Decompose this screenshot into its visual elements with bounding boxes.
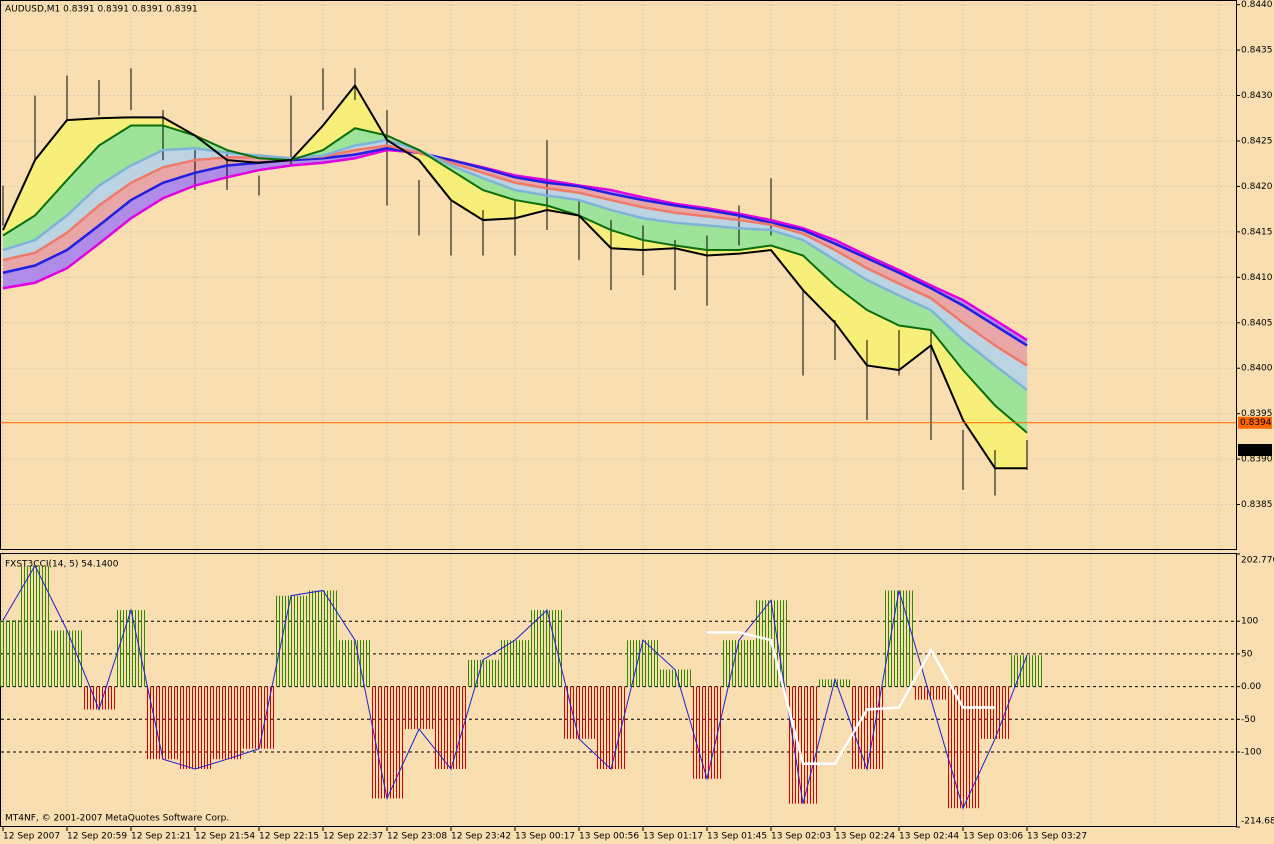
x-tick-label: 13 Sep 00:56 bbox=[579, 832, 639, 842]
histogram-bar bbox=[627, 640, 659, 687]
histogram-bar bbox=[179, 686, 211, 770]
x-tick-label: 13 Sep 02:03 bbox=[771, 832, 831, 842]
ribbon-fill bbox=[3, 125, 1027, 433]
histogram-bar bbox=[275, 595, 307, 687]
price-tag bbox=[1238, 416, 1272, 429]
y-tick-label: 0.8420 bbox=[1241, 182, 1273, 192]
x-tick-label: 12 Sep 20:59 bbox=[67, 832, 127, 842]
histogram-bar bbox=[787, 686, 819, 804]
x-tick-label: 12 Sep 23:42 bbox=[451, 832, 511, 842]
x-tick-label: 12 Sep 2007 bbox=[3, 832, 60, 842]
x-tick-label: 12 Sep 21:21 bbox=[131, 832, 191, 842]
x-tick-label: 12 Sep 23:08 bbox=[387, 832, 447, 842]
moving-average bbox=[2, 148, 1028, 342]
y-tick-label: 0.8415 bbox=[1241, 227, 1273, 237]
copyright: MT4NF, © 2001-2007 MetaQuotes Software C… bbox=[5, 814, 229, 824]
histogram-bar bbox=[147, 686, 179, 760]
x-tick-label: 13 Sep 02:44 bbox=[899, 832, 959, 842]
moving-average bbox=[2, 144, 1028, 367]
main-panel-border bbox=[0, 0, 1237, 550]
y-tick-label: 50 bbox=[1241, 649, 1253, 659]
histogram-bar bbox=[531, 610, 563, 687]
y-tick-label: 0.8435 bbox=[1241, 46, 1273, 56]
x-tick-label: 13 Sep 03:06 bbox=[963, 832, 1023, 842]
y-tick-label: 100 bbox=[1241, 617, 1258, 627]
histogram-bar bbox=[51, 630, 83, 687]
histogram-bar bbox=[83, 686, 115, 710]
y-tick-label: 0.00 bbox=[1241, 682, 1261, 692]
histogram-bar bbox=[403, 686, 435, 730]
chart-title: AUDUSD,M1 0.8391 0.8391 0.8391 0.8391 bbox=[5, 5, 198, 15]
histogram-bar bbox=[435, 686, 467, 770]
y-tick-label: 0.8410 bbox=[1241, 273, 1273, 283]
histogram-bar bbox=[659, 669, 691, 687]
y-tick-label: 0.8430 bbox=[1241, 91, 1273, 101]
histogram-bar bbox=[19, 565, 51, 687]
y-tick-label: 0.8395 bbox=[1241, 409, 1273, 419]
x-tick-label: 13 Sep 01:17 bbox=[643, 832, 703, 842]
histogram-bar bbox=[819, 679, 851, 687]
histogram-bar bbox=[723, 640, 755, 687]
histogram-bar bbox=[915, 686, 947, 700]
indicator-title: FXST3CCI(14, 5) 54.1400 bbox=[5, 560, 119, 570]
y-tick-label: -214.685 bbox=[1241, 817, 1274, 827]
y-tick-label: 0.8440 bbox=[1241, 0, 1273, 10]
y-tick-label: -50 bbox=[1241, 715, 1256, 725]
y-tick-label: 202.7762 bbox=[1241, 556, 1274, 566]
x-tick-label: 12 Sep 22:37 bbox=[323, 832, 383, 842]
histogram-bar bbox=[115, 610, 147, 687]
price-tag bbox=[1238, 444, 1272, 457]
histogram-bar bbox=[467, 659, 499, 687]
moving-average bbox=[2, 124, 1028, 434]
x-tick-label: 13 Sep 03:27 bbox=[1027, 832, 1087, 842]
histogram-bar bbox=[947, 686, 979, 809]
y-tick-label: 0.8405 bbox=[1241, 318, 1273, 328]
x-tick-label: 12 Sep 21:54 bbox=[195, 832, 255, 842]
y-tick-label: 0.8390 bbox=[1241, 455, 1273, 465]
histogram-bar bbox=[979, 686, 1011, 739]
histogram-bar bbox=[1011, 655, 1043, 687]
histogram-bar bbox=[883, 590, 915, 687]
histogram-bar bbox=[211, 686, 243, 760]
y-tick-label: 0.8400 bbox=[1241, 364, 1273, 374]
x-tick-label: 13 Sep 02:24 bbox=[835, 832, 895, 842]
price-tag-label: 0.8394 bbox=[1240, 418, 1272, 428]
histogram-bar bbox=[691, 686, 723, 779]
histogram-bar bbox=[339, 640, 371, 687]
histogram-bar bbox=[371, 686, 403, 799]
signal-line bbox=[707, 631, 995, 766]
ribbon-fill bbox=[3, 85, 1027, 469]
moving-average bbox=[2, 146, 1028, 347]
y-tick-label: -100 bbox=[1241, 748, 1262, 758]
histogram-bar bbox=[499, 640, 531, 687]
x-tick-label: 13 Sep 00:17 bbox=[515, 832, 575, 842]
cci-line bbox=[2, 564, 1028, 810]
histogram-bar bbox=[307, 590, 339, 687]
moving-average bbox=[2, 138, 1028, 392]
indicator-panel-border bbox=[0, 553, 1237, 827]
histogram-bar bbox=[0, 620, 19, 687]
moving-average bbox=[2, 83, 1027, 470]
histogram-bar bbox=[595, 686, 627, 770]
price-tag-label: 0.8391 bbox=[1240, 446, 1272, 456]
x-tick-label: 12 Sep 22:15 bbox=[259, 832, 319, 842]
x-tick-label: 13 Sep 01:45 bbox=[707, 832, 767, 842]
y-tick-label: 0.8385 bbox=[1241, 500, 1273, 510]
y-tick-label: 0.8425 bbox=[1241, 136, 1273, 146]
